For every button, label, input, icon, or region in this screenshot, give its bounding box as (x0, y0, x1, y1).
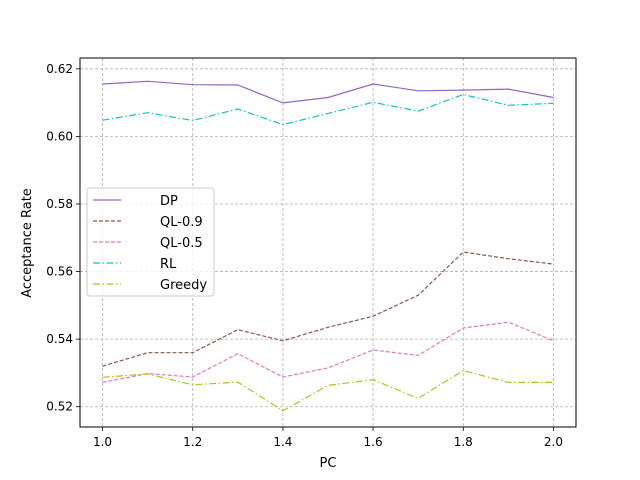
y-tick-label: 0.56 (46, 265, 73, 279)
y-tick-label: 0.60 (46, 129, 73, 143)
y-axis-label: Acceptance Rate (20, 188, 35, 298)
legend-label: QL-0.5 (160, 236, 203, 251)
y-tick-label: 0.62 (46, 62, 73, 76)
series-line-rl (102, 93, 554, 126)
y-tick-label: 0.54 (46, 332, 73, 346)
x-axis-label: PC (320, 456, 337, 471)
legend-label: QL-0.9 (160, 215, 203, 230)
x-tick-label: 2.0 (544, 435, 563, 449)
series-lines (102, 80, 554, 412)
series-line-dp (102, 80, 554, 104)
plot-frame (79, 57, 577, 428)
x-tick-label: 1.4 (273, 435, 292, 449)
legend: DP QL-0.9 QL-0.5 RL Greedy (86, 187, 215, 297)
legend-label: RL (160, 257, 177, 272)
x-tick-label: 1.2 (183, 435, 202, 449)
y-tick-label: 0.58 (46, 197, 73, 211)
x-tick-label: 1.0 (93, 435, 112, 449)
x-axis-ticks: 1.0 1.2 1.4 1.6 1.8 2.0 (93, 427, 563, 449)
x-tick-label: 1.6 (364, 435, 383, 449)
y-tick-label: 0.52 (46, 400, 73, 414)
legend-label: DP (160, 194, 178, 209)
y-axis-ticks: 0.52 0.54 0.56 0.58 0.60 0.62 (46, 62, 80, 414)
series-line-ql-0-9 (102, 251, 554, 367)
legend-label: Greedy (160, 278, 207, 293)
x-tick-label: 1.8 (454, 435, 473, 449)
legend-frame (86, 187, 215, 297)
